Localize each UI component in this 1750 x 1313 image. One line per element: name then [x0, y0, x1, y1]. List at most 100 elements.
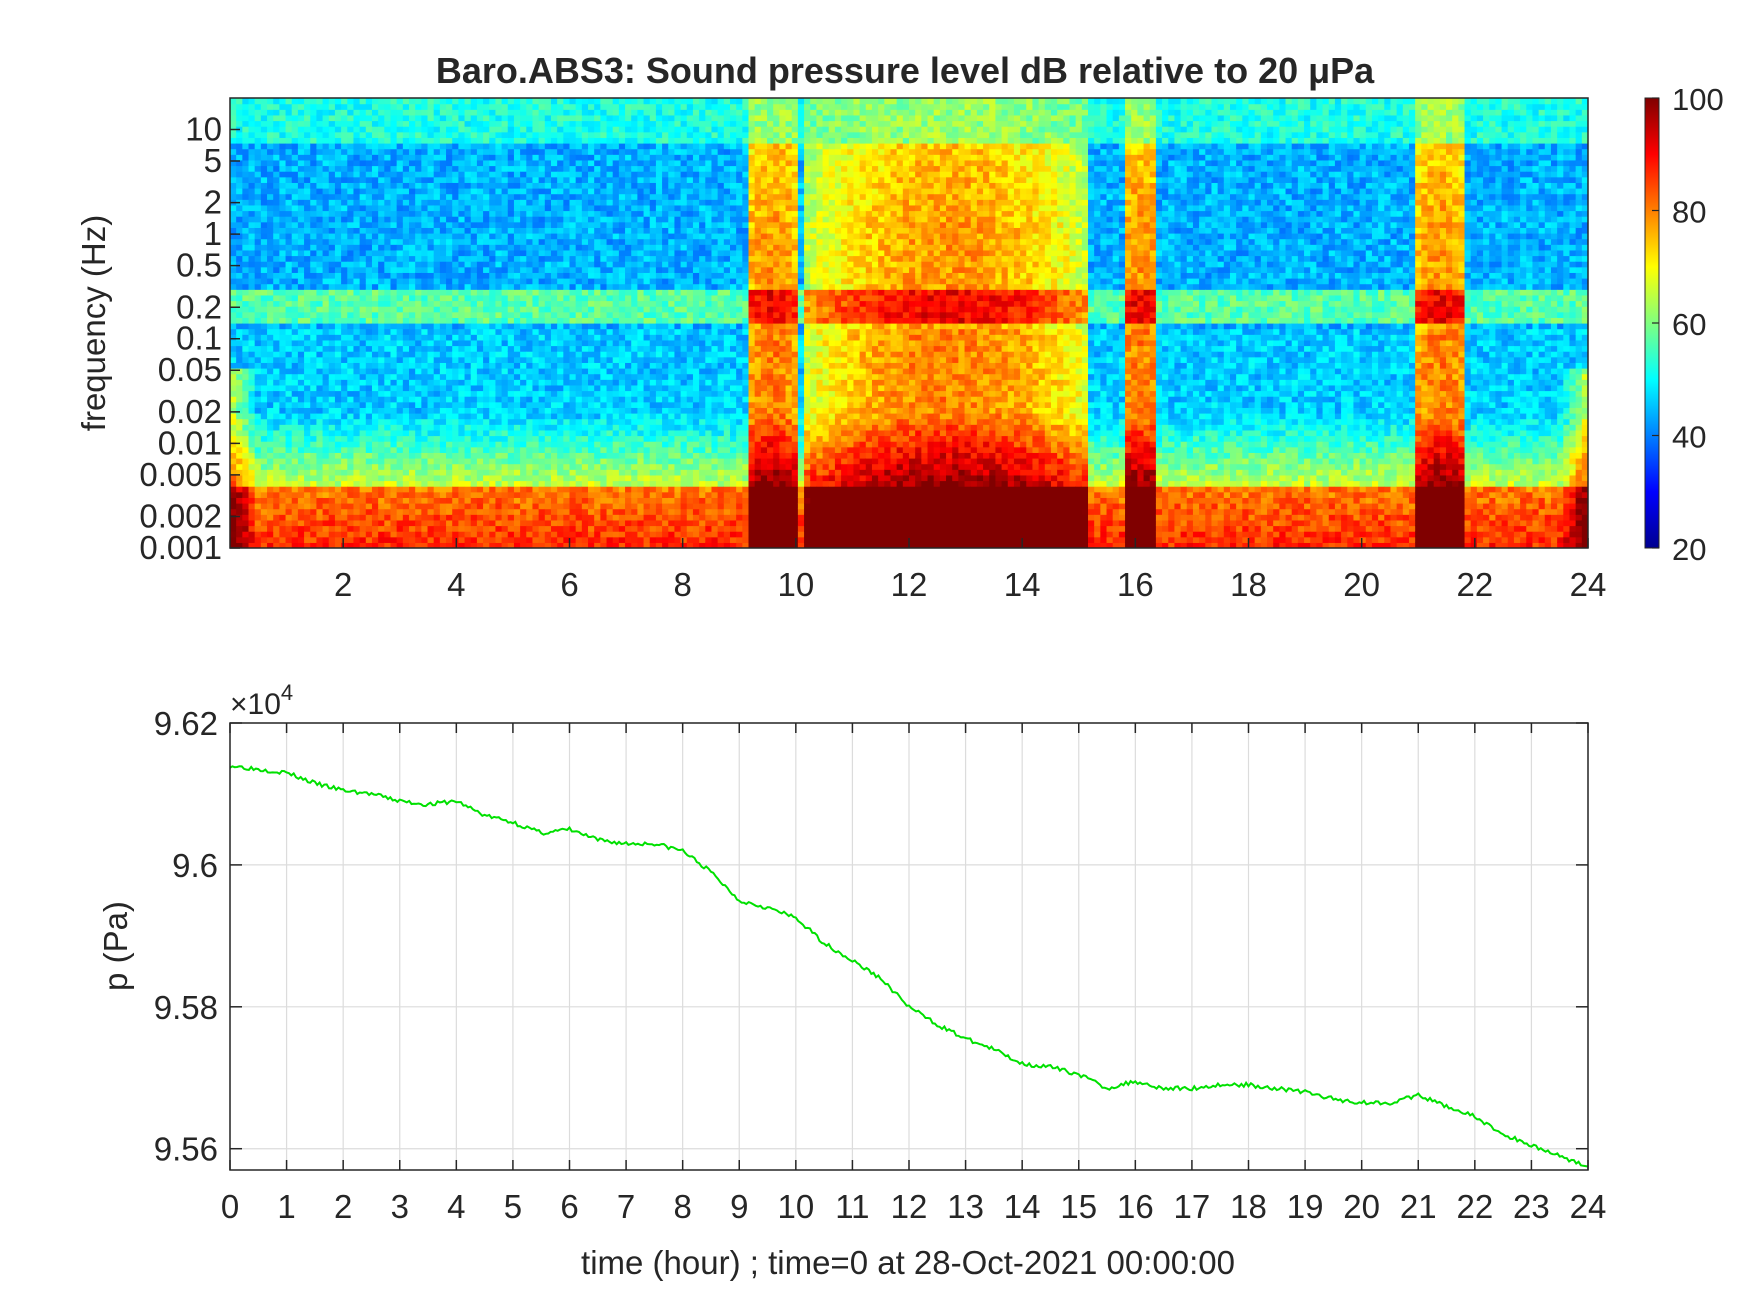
spectrogram-cell [353, 441, 361, 448]
spectrogram-cell [464, 407, 472, 414]
spectrogram-cell [285, 165, 293, 172]
spectrogram-cell [328, 542, 336, 548]
spectrogram-cell [267, 491, 274, 498]
spectrogram-cell [254, 418, 262, 425]
spectrogram-cell [316, 339, 324, 347]
spectrogram-cell [230, 379, 237, 386]
spectrogram-cell [507, 514, 515, 521]
spectrogram-cell [402, 131, 410, 138]
spectrogram-cell [365, 289, 373, 296]
spectrogram-cell [526, 188, 534, 195]
spectrogram-cell [600, 154, 608, 161]
spectrogram-cell [433, 159, 441, 167]
spectrogram-cell [464, 143, 472, 150]
spectrogram-cell [297, 407, 305, 414]
spectrogram-cell [316, 204, 324, 212]
spectrogram-cell [600, 109, 608, 116]
spectrogram-cell [446, 249, 453, 257]
spectrogram-cell [464, 373, 472, 380]
spectrogram-cell [365, 278, 373, 285]
spectrogram-cell [230, 446, 237, 453]
spectrogram-cell [563, 503, 571, 510]
spectrogram-cell [588, 525, 595, 532]
spectrogram-cell [433, 497, 441, 504]
spectrogram-cell [581, 413, 589, 420]
spectrogram-cell [310, 255, 318, 262]
spectrogram-cell [285, 311, 293, 318]
spectrogram-cell [402, 120, 410, 127]
spectrogram-cell [285, 525, 293, 532]
spectrogram-cell [532, 154, 540, 161]
spectrogram-cell [588, 244, 595, 251]
spectrogram-cell [316, 373, 324, 380]
spectrogram-cell [267, 227, 274, 234]
spectrogram-cell [285, 272, 293, 279]
spectrogram-cell [359, 396, 367, 403]
spectrogram-cell [464, 261, 472, 268]
spectrogram-cell [254, 238, 262, 245]
spectrogram-cell [557, 373, 564, 380]
spectrogram-cell [427, 311, 435, 318]
spectrogram-cell [532, 165, 540, 172]
spectrogram-cell [470, 193, 478, 200]
spectrogram-cell [291, 221, 299, 228]
spectrogram-cell [520, 345, 527, 352]
spectrogram-cell [384, 474, 392, 482]
spectrogram-cell [483, 216, 490, 223]
spectrogram-cell [538, 193, 546, 200]
spectrogram-cell [470, 441, 478, 448]
spectrogram-cell [501, 261, 509, 268]
spectrogram-cell [365, 193, 373, 200]
spectrogram-cell [439, 345, 447, 352]
spectrogram-cell [267, 339, 274, 347]
spectrogram-cell [359, 525, 367, 532]
spectrogram-cell [550, 266, 558, 273]
spectrogram-cell [501, 497, 509, 504]
spectrogram-cell [569, 396, 577, 403]
spectrogram-cell [260, 373, 268, 380]
spectrogram-cell [291, 154, 299, 161]
spectrogram-cell [316, 120, 324, 127]
spectrogram-cell [470, 345, 478, 352]
spectrogram-cell [588, 131, 595, 138]
spectrogram-cell [439, 531, 447, 538]
spectrogram-cell [581, 384, 589, 392]
spectrogram-cell [371, 384, 379, 392]
spectrogram-cell [402, 407, 410, 414]
spectrogram-cell [575, 480, 583, 487]
spectrogram-cell [384, 216, 392, 223]
spectrogram-cell [446, 193, 453, 200]
spectrogram-cell [458, 176, 466, 183]
spectrogram-cell [557, 294, 564, 302]
spectrogram-cell [483, 396, 490, 403]
spectrogram-cell [433, 486, 441, 493]
spectrogram-cell [538, 368, 546, 375]
spectrogram-cell [365, 514, 373, 521]
spectrogram-cell [452, 154, 459, 161]
spectrogram-cell [439, 204, 447, 212]
spectrogram-cell [341, 328, 348, 335]
spectrogram-cell [267, 137, 274, 144]
spectrogram-cell [563, 193, 571, 200]
spectrogram-cell [569, 294, 577, 302]
spectrogram-cell [260, 188, 268, 195]
spectrogram-cell [248, 204, 256, 212]
spectrogram-cell [378, 463, 385, 470]
spectrogram-cell [452, 98, 459, 105]
spectrogram-cell [409, 278, 416, 285]
spectrogram-cell [242, 480, 250, 487]
spectrogram-cell [575, 244, 583, 251]
spectrogram-cell [464, 525, 472, 532]
spectrogram-cell [489, 390, 497, 397]
spectrogram-cell [452, 356, 459, 363]
spectrogram-cell [575, 531, 583, 538]
spectrogram-cell [310, 249, 318, 257]
spectrogram-cell [550, 171, 558, 178]
spectrogram-cell [236, 176, 243, 183]
spectrogram-cell [310, 289, 318, 296]
spectrogram-cell [427, 418, 435, 425]
spectrogram-cell [341, 508, 348, 515]
spectrogram-cell [316, 199, 324, 206]
spectrogram-cell [544, 463, 552, 470]
spectrogram-cell [581, 407, 589, 414]
